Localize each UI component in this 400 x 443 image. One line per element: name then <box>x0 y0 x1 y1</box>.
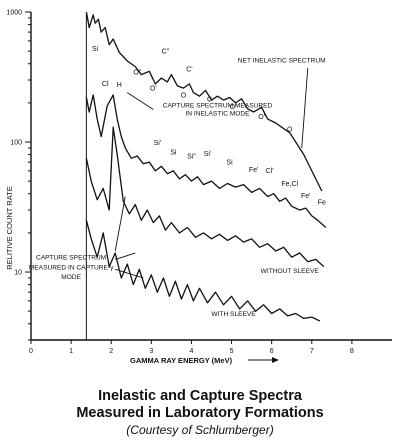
peak-label: Si' <box>154 140 162 147</box>
peak-label: Si' <box>204 151 212 158</box>
peak-label: C" <box>162 48 170 55</box>
peak-label: Si <box>170 150 177 157</box>
x-axis-label-arrow <box>248 357 279 363</box>
chart-subtitle: Measured in Laboratory Formations <box>76 405 324 421</box>
series-label: IN INELASTIC MODE <box>185 110 250 117</box>
spectrum-lines <box>85 11 327 322</box>
peak-label: O <box>287 127 293 134</box>
x-tick-label: 6 <box>270 348 274 355</box>
x-tick-label: 4 <box>189 348 193 355</box>
x-tick-label: 2 <box>109 348 113 355</box>
peak-label: O" <box>133 70 141 77</box>
series-label: WITH SLEEVE <box>211 311 256 318</box>
label-pointer <box>127 92 154 110</box>
series-label: NET INELASTIC SPECTRUM <box>238 57 326 64</box>
series-label: MEASURED IN CAPTURE-γ <box>29 264 114 271</box>
series-line-4 <box>85 220 321 322</box>
chart-source: (Courtesy of Schlumberger) <box>126 423 274 437</box>
series-label: WITHOUT SLEEVE <box>261 268 320 275</box>
chart-annotations: Si O" C" O' C' O C O" O' O Cl H Si' Si Si" Si' Si Fe' Cl' F… <box>29 46 326 318</box>
peak-label: Si <box>226 160 233 167</box>
series-line-3 <box>85 126 325 268</box>
y-tick-label: 10 <box>14 270 22 277</box>
x-tick-label: 5 <box>230 348 234 355</box>
peak-label: Fe' <box>249 167 259 174</box>
series-label: CAPTURE SPECTRUM <box>36 254 106 261</box>
chart-title: Inelastic and Capture Spectra <box>98 388 302 404</box>
peak-label: H <box>117 82 122 89</box>
peak-label: C' <box>186 66 192 73</box>
axes: 0 1 2 3 4 5 6 7 8 10 100 1000 <box>6 10 392 355</box>
x-tick-label: 1 <box>69 348 73 355</box>
peak-label: Cl' <box>266 168 274 175</box>
peak-label: Si <box>92 46 99 53</box>
peak-label: Fe,Cl <box>281 181 298 188</box>
peak-label: Si" <box>187 153 196 160</box>
x-axis-label: GAMMA RAY ENERGY (MeV) <box>130 356 233 365</box>
x-tick-label: 7 <box>310 348 314 355</box>
peak-label: Fe <box>318 200 326 207</box>
label-pointer <box>115 252 136 260</box>
x-tick-label: 0 <box>29 348 33 355</box>
label-pointer <box>301 68 309 148</box>
peak-label: O' <box>150 85 157 92</box>
peak-label: Cl <box>102 81 109 88</box>
peak-label: O' <box>258 114 265 121</box>
series-label: CAPTURE SPECTRUM MEASURED <box>163 102 273 109</box>
x-tick-label: 3 <box>149 348 153 355</box>
label-pointer <box>114 196 126 252</box>
series-label: MODE <box>61 274 81 281</box>
y-axis-label: RELITIVE COUNT RATE <box>5 186 14 270</box>
y-tick-label: 1000 <box>6 10 22 17</box>
series-line-2 <box>85 94 327 228</box>
y-tick-label: 100 <box>10 140 22 147</box>
peak-label: Fe' <box>301 193 311 200</box>
label-pointer <box>115 268 144 279</box>
peak-label: C <box>207 96 212 103</box>
series-line-1 <box>85 11 323 192</box>
peak-label: O" <box>230 104 238 111</box>
peak-label: O <box>181 92 187 99</box>
x-tick-label: 8 <box>350 348 354 355</box>
